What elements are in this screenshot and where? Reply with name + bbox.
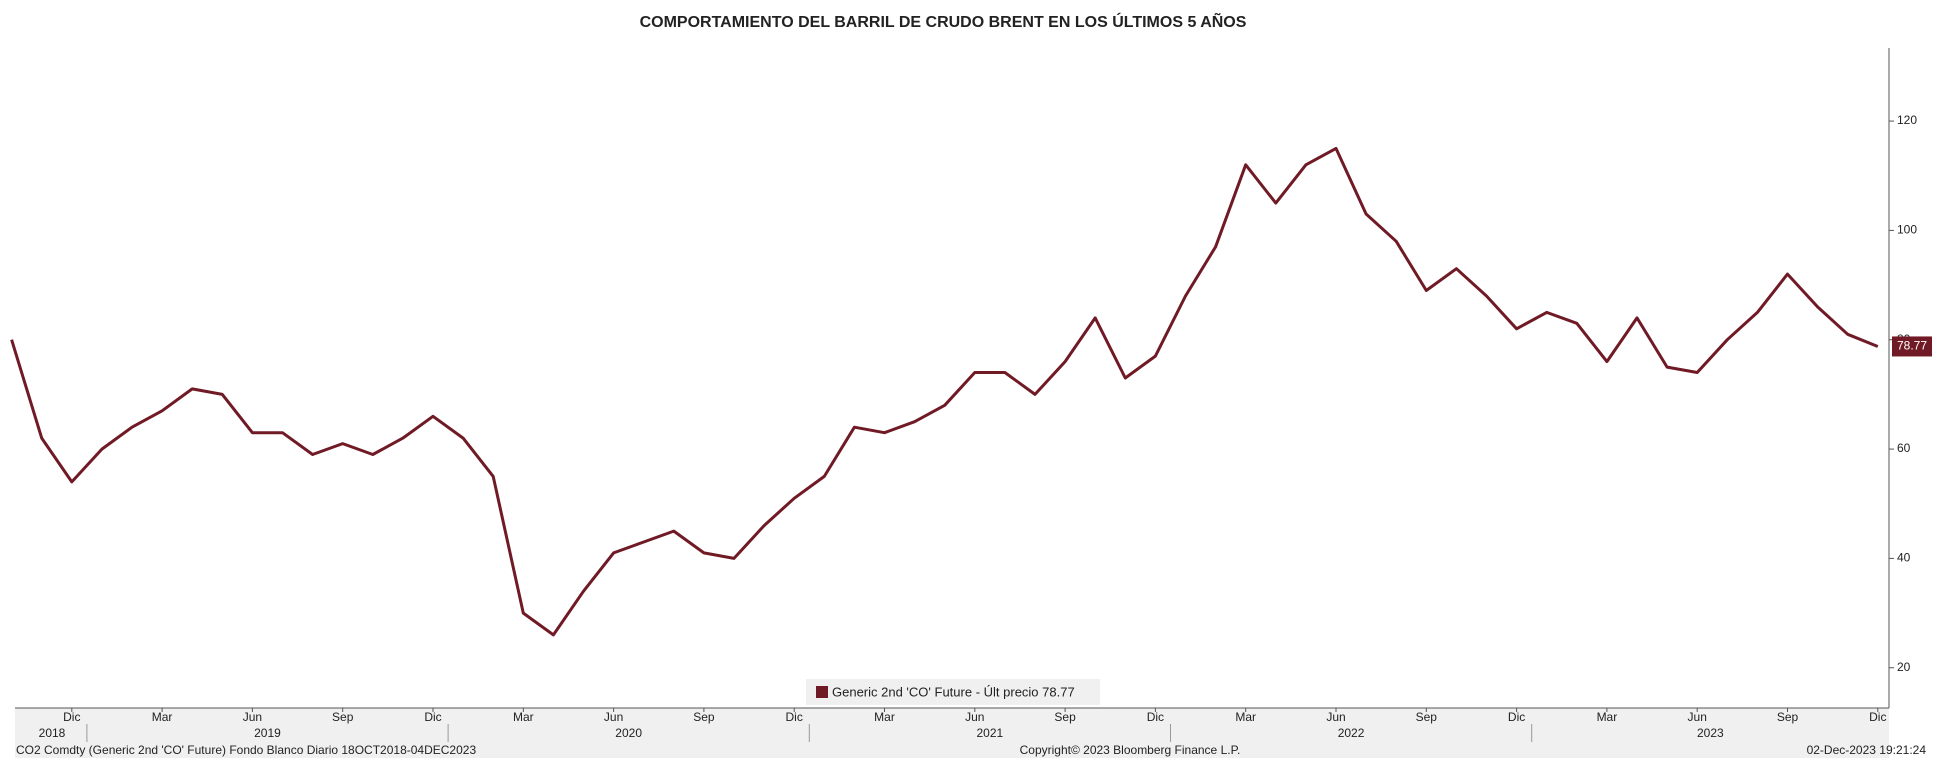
y-tick-label: 120 [1897, 113, 1917, 127]
chart-title: COMPORTAMIENTO DEL BARRIL DE CRUDO BRENT… [640, 11, 1247, 31]
last-price-label: 78.77 [1897, 339, 1927, 353]
footer-center: Copyright© 2023 Bloomberg Finance L.P. [1020, 743, 1241, 757]
x-tick-label: Mar [513, 710, 534, 724]
year-label: 2019 [254, 726, 281, 740]
x-tick-label: Jun [243, 710, 262, 724]
x-tick-label: Sep [332, 710, 354, 724]
x-tick-label: Mar [874, 710, 895, 724]
price-line [10, 146, 1879, 637]
x-tick-label: Mar [1597, 710, 1618, 724]
last-price-box [1892, 336, 1932, 357]
x-tick-label: Sep [1054, 710, 1076, 724]
legend-box [806, 679, 1100, 705]
footer-right: 02-Dec-2023 19:21:24 [1807, 743, 1927, 757]
x-tick-label: Dic [63, 710, 80, 724]
x-tick-label: Jun [604, 710, 623, 724]
x-tick-label: Mar [152, 710, 173, 724]
year-label: 2018 [39, 726, 66, 740]
y-tick-label: 100 [1897, 223, 1917, 237]
x-tick-label: Jun [1688, 710, 1707, 724]
year-label: 2023 [1697, 726, 1724, 740]
footer-left: CO2 Comdty (Generic 2nd 'CO' Future) Fon… [16, 743, 476, 757]
year-label: 2021 [976, 726, 1003, 740]
year-label: 2022 [1338, 726, 1365, 740]
year-label: 2020 [615, 726, 642, 740]
legend-label: Generic 2nd 'CO' Future - Últ precio 78.… [832, 684, 1075, 699]
x-tick-label: Jun [965, 710, 984, 724]
y-tick-label: 20 [1897, 660, 1911, 674]
x-tick-label: Dic [424, 710, 441, 724]
x-tick-label: Dic [1869, 710, 1886, 724]
x-tick-label: Dic [1508, 710, 1525, 724]
x-tick-label: Sep [1416, 710, 1438, 724]
x-tick-label: Sep [693, 710, 715, 724]
x-tick-label: Mar [1235, 710, 1256, 724]
x-tick-label: Sep [1777, 710, 1799, 724]
axis-band [15, 708, 1889, 758]
x-tick-label: Dic [1147, 710, 1164, 724]
legend-swatch [816, 686, 828, 698]
x-tick-label: Jun [1326, 710, 1345, 724]
y-tick-label: 60 [1897, 441, 1911, 455]
x-tick-label: Dic [786, 710, 803, 724]
y-tick-label: 40 [1897, 551, 1911, 565]
